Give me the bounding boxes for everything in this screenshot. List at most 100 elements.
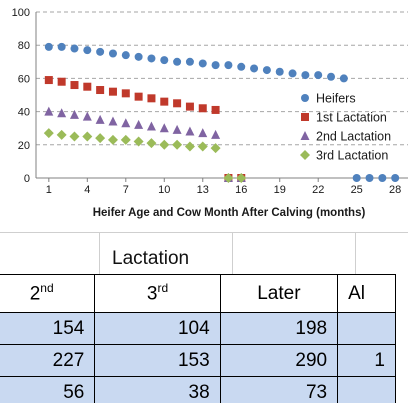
- table-cell: 227: [0, 344, 96, 377]
- legend-marker-heifers: [301, 94, 309, 102]
- heifers-point: [198, 59, 207, 68]
- 1st-lactation-point: [96, 86, 105, 95]
- x-tick-label: 10: [158, 184, 170, 196]
- 3rd-lactation-point: [172, 139, 183, 150]
- heifers-point: [250, 64, 259, 73]
- 3rd-lactation-point: [56, 129, 67, 140]
- 1st-lactation-point: [70, 81, 79, 90]
- 3rd-lactation-point: [210, 143, 221, 154]
- heifers-point: [160, 56, 169, 65]
- heifers-point: [121, 51, 130, 60]
- 2nd-lactation-point: [146, 121, 156, 131]
- sheet-gridline: [355, 232, 356, 274]
- heifers-point: [288, 69, 297, 78]
- x-tick-label: 16: [235, 184, 247, 196]
- 3rd-lactation-point: [82, 131, 93, 142]
- 3rd-lactation-point: [69, 131, 80, 142]
- y-tick-label: 20: [18, 140, 30, 152]
- heifers-point: [185, 57, 194, 66]
- 3rd-lactation-point: [146, 138, 157, 149]
- sheet-gridline: [99, 232, 100, 274]
- y-tick-label: 60: [18, 73, 30, 85]
- 2nd-lactation-point: [185, 126, 195, 136]
- table-cell: 38: [94, 376, 221, 403]
- heifers-point: [391, 174, 400, 182]
- heifers-point: [57, 42, 66, 51]
- heifers-point: [108, 49, 117, 58]
- 3rd-lactation-point: [120, 134, 131, 145]
- 1st-lactation-point: [198, 104, 207, 113]
- 1st-lactation-point: [83, 82, 92, 91]
- 3rd-lactation-point: [107, 134, 118, 145]
- 2nd-lactation-point: [44, 106, 54, 116]
- heifers-point: [275, 67, 284, 76]
- x-tick-label: 4: [84, 184, 90, 196]
- 1st-lactation-point: [147, 94, 156, 103]
- 3rd-lactation-point: [184, 141, 195, 152]
- heifers-point: [365, 174, 374, 182]
- x-axis-label: Heifer Age and Cow Month After Calving (…: [93, 207, 366, 219]
- 2nd-lactation-point: [159, 123, 169, 133]
- y-tick-label: 40: [18, 107, 30, 119]
- x-tick-label: 25: [351, 184, 363, 196]
- 1st-lactation-point: [57, 77, 66, 86]
- 2nd-lactation-point: [69, 109, 79, 119]
- table-row: 56 38 73: [0, 376, 396, 403]
- 2nd-lactation-point: [211, 129, 221, 139]
- heifers-point: [301, 71, 310, 80]
- heifers-point: [44, 42, 53, 51]
- table-group-header: Lactation: [112, 248, 190, 269]
- column-header-all: Al: [337, 274, 396, 313]
- heifers-point: [262, 66, 271, 75]
- table-cell: 154: [0, 312, 96, 345]
- 1st-lactation-point: [44, 76, 53, 85]
- sheet-gridline: [232, 232, 233, 274]
- 1st-lactation-point: [121, 89, 130, 98]
- heifers-point: [173, 57, 182, 66]
- column-header-2nd: 2nd: [0, 274, 96, 313]
- 1st-lactation-point: [173, 99, 182, 108]
- y-tick-label: 80: [18, 40, 30, 52]
- heifers-point: [147, 54, 156, 63]
- heifers-point: [314, 71, 323, 80]
- heifers-point: [70, 44, 79, 53]
- table-cell: 198: [219, 312, 339, 345]
- table-row: 227 153 290 1: [0, 344, 396, 377]
- table-cell: [337, 376, 396, 403]
- legend-label-1st-lactation: 1st Lactation: [316, 111, 387, 125]
- column-header-later: Later: [219, 274, 339, 313]
- 3rd-lactation-point: [223, 173, 234, 183]
- heifers-point: [224, 61, 233, 70]
- heifers-point: [96, 47, 105, 56]
- 3rd-lactation-point: [43, 128, 54, 139]
- table-cell: 1: [337, 344, 396, 377]
- 3rd-lactation-point: [133, 136, 144, 147]
- 1st-lactation-point: [160, 97, 169, 106]
- table-cell: 153: [94, 344, 221, 377]
- 2nd-lactation-point: [198, 128, 208, 138]
- lactation-table-area: Lactation 2nd 3rd Later Al 154 104 198 2…: [0, 232, 408, 403]
- table-cell: [337, 312, 396, 345]
- 2nd-lactation-point: [134, 119, 144, 129]
- x-tick-label: 19: [274, 184, 286, 196]
- table-cell: 104: [94, 312, 221, 345]
- 2nd-lactation-point: [108, 116, 118, 126]
- x-tick-label: 28: [389, 184, 401, 196]
- 2nd-lactation-point: [57, 108, 67, 118]
- heifers-point: [211, 61, 220, 70]
- y-tick-label: 0: [24, 173, 30, 185]
- 2nd-lactation-point: [121, 118, 131, 128]
- legend-label-2nd-lactation: 2nd Lactation: [316, 130, 391, 144]
- legend-marker-2nd-lactation: [300, 131, 310, 140]
- x-tick-label: 22: [312, 184, 324, 196]
- legend-marker-1st-lactation: [301, 113, 309, 121]
- legend-marker-3rd-lactation: [300, 150, 310, 160]
- 1st-lactation-point: [211, 105, 220, 114]
- legend-label-3rd-lactation: 3rd Lactation: [316, 149, 388, 163]
- x-tick-label: 7: [123, 184, 129, 196]
- table-cell: 56: [0, 376, 96, 403]
- heifers-point: [237, 62, 246, 71]
- heifers-point: [352, 174, 361, 182]
- column-header-3rd: 3rd: [94, 274, 221, 313]
- heifers-point: [339, 74, 348, 83]
